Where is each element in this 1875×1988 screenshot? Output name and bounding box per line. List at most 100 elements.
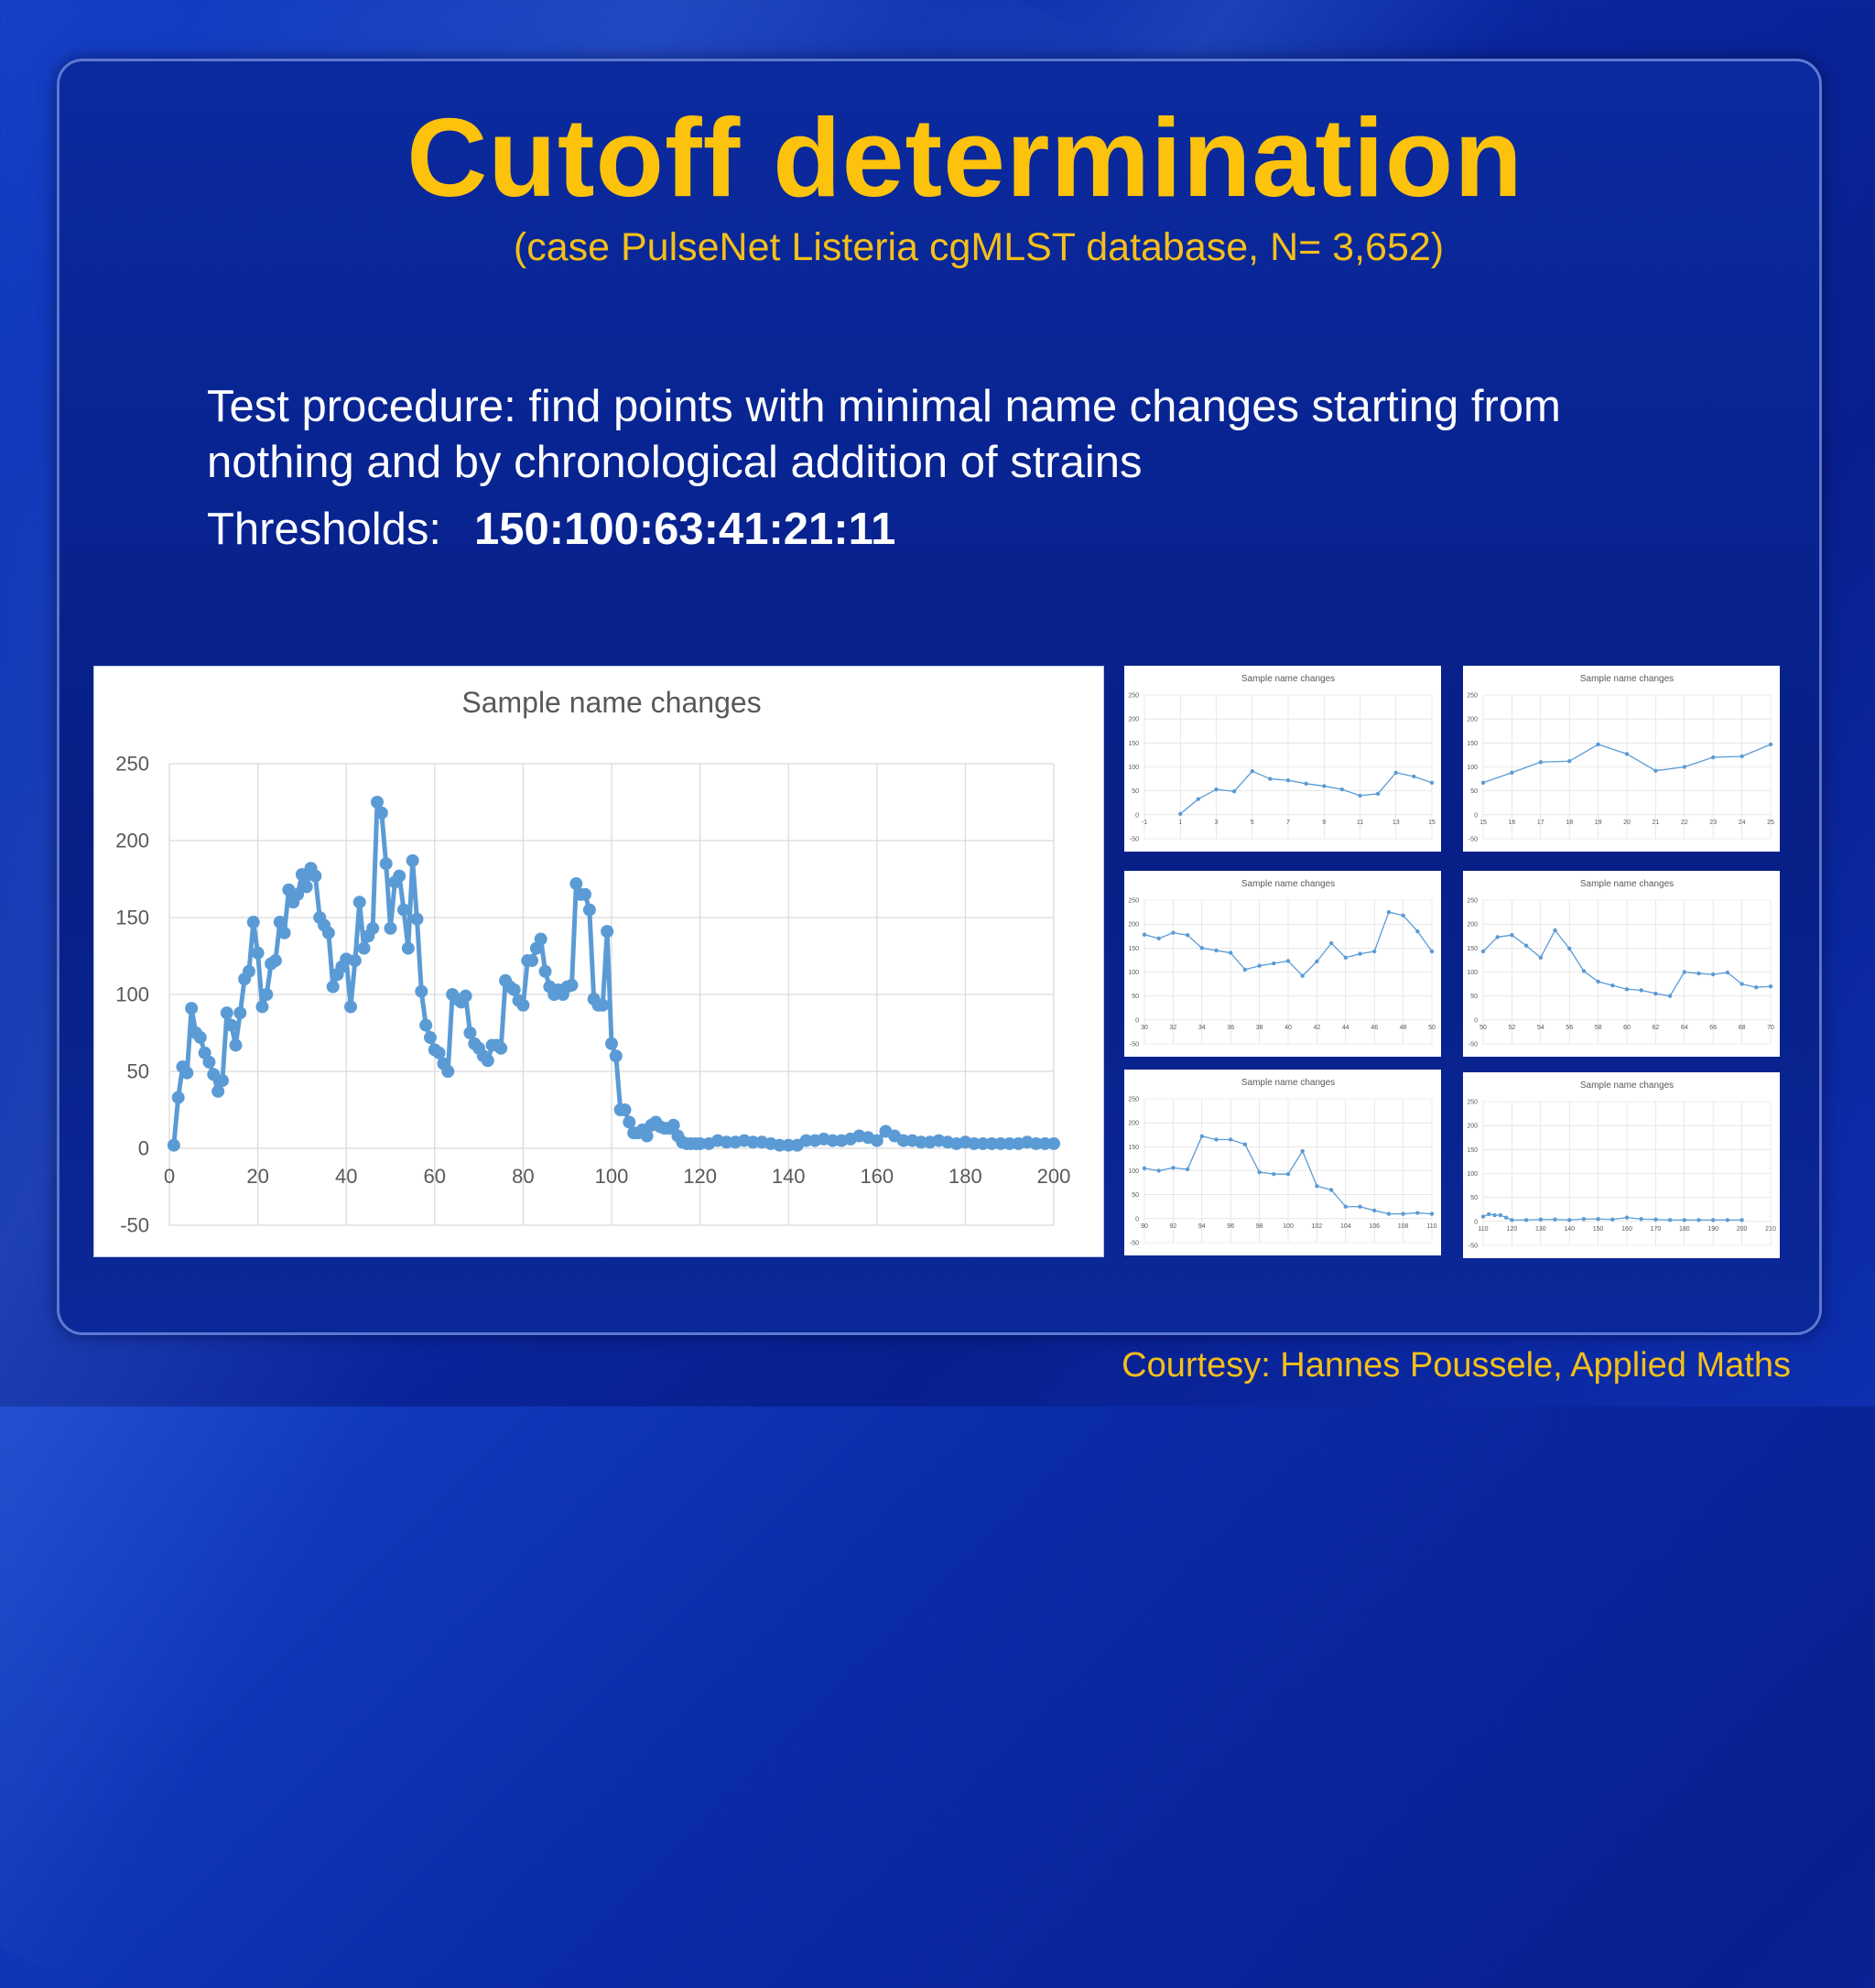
data-point bbox=[423, 1031, 437, 1045]
data-point bbox=[1510, 1218, 1514, 1222]
data-point bbox=[579, 887, 592, 901]
data-point bbox=[1567, 1218, 1572, 1222]
data-point bbox=[693, 1136, 707, 1150]
data-point bbox=[782, 1138, 796, 1152]
data-point bbox=[1242, 1142, 1248, 1146]
thresholds: Thresholds: 150:100:63:41:21:11 bbox=[207, 504, 895, 555]
y-tick-label: 100 bbox=[1467, 1171, 1478, 1178]
x-tick-label: 180 bbox=[1679, 1226, 1690, 1233]
data-point bbox=[432, 1046, 446, 1059]
data-point bbox=[1199, 1134, 1204, 1139]
data-point bbox=[321, 926, 335, 940]
x-tick-label: 44 bbox=[1342, 1025, 1349, 1031]
y-tick-label: 50 bbox=[1132, 788, 1139, 795]
data-point bbox=[326, 980, 340, 994]
x-tick-label: 3 bbox=[1215, 820, 1219, 826]
data-point bbox=[1304, 781, 1308, 787]
x-tick-label: 160 bbox=[860, 1165, 894, 1188]
y-tick-label: 0 bbox=[1135, 1216, 1139, 1222]
data-point bbox=[1538, 955, 1543, 960]
y-tick-label: 50 bbox=[1132, 994, 1139, 1000]
data-point bbox=[1315, 959, 1319, 964]
x-tick-label: 50 bbox=[1428, 1025, 1436, 1031]
data-point bbox=[1250, 769, 1254, 774]
data-point bbox=[1682, 1218, 1686, 1222]
data-point bbox=[1185, 1167, 1190, 1172]
x-tick-label: 100 bbox=[595, 1165, 629, 1188]
y-tick-label: 200 bbox=[1128, 1121, 1139, 1127]
data-point bbox=[202, 1055, 216, 1069]
y-tick-label: 0 bbox=[1474, 812, 1478, 819]
y-tick-label: 100 bbox=[1467, 765, 1478, 771]
x-tick-label: 18 bbox=[1566, 820, 1573, 826]
x-tick-label: 0 bbox=[164, 1165, 175, 1188]
chart-title: Sample name changes bbox=[1580, 674, 1674, 684]
data-point bbox=[1725, 1218, 1730, 1222]
x-tick-label: 42 bbox=[1314, 1025, 1321, 1031]
data-point bbox=[1171, 930, 1176, 935]
y-tick-label: 250 bbox=[1128, 1096, 1139, 1103]
data-point bbox=[915, 1135, 928, 1149]
data-point bbox=[185, 1002, 199, 1016]
data-point bbox=[1624, 1215, 1630, 1220]
x-tick-label: 170 bbox=[1651, 1226, 1662, 1233]
data-point bbox=[1214, 787, 1219, 792]
data-point bbox=[1653, 1217, 1658, 1222]
data-point bbox=[1581, 969, 1587, 973]
data-point bbox=[609, 1049, 623, 1063]
data-point bbox=[1610, 983, 1615, 988]
x-tick-label: 48 bbox=[1400, 1025, 1407, 1031]
y-tick-label: 150 bbox=[115, 907, 149, 929]
x-tick-label: 140 bbox=[1564, 1226, 1575, 1233]
data-point bbox=[1492, 1212, 1497, 1218]
y-tick-label: -50 bbox=[1469, 1041, 1478, 1048]
data-point bbox=[441, 1065, 455, 1078]
y-tick-label: 50 bbox=[1132, 1192, 1139, 1199]
data-point bbox=[384, 921, 397, 935]
data-point bbox=[1358, 793, 1362, 798]
data-point bbox=[1768, 984, 1773, 989]
data-point bbox=[481, 1054, 494, 1068]
x-tick-label: 120 bbox=[683, 1165, 717, 1188]
data-point bbox=[1393, 770, 1398, 775]
x-tick-label: 5 bbox=[1251, 820, 1254, 826]
x-tick-label: 160 bbox=[1621, 1226, 1632, 1233]
data-point bbox=[1480, 780, 1486, 785]
data-point bbox=[1696, 1218, 1701, 1222]
data-point bbox=[277, 926, 291, 940]
x-tick-label: 94 bbox=[1198, 1223, 1206, 1230]
body-text: Test procedure: find points with minimal… bbox=[207, 379, 1763, 491]
data-point bbox=[410, 912, 424, 926]
slide-title: Cutoff determination bbox=[406, 95, 1523, 220]
x-tick-label: 15 bbox=[1428, 820, 1436, 826]
data-point bbox=[1510, 770, 1514, 775]
x-tick-label: 25 bbox=[1767, 820, 1774, 826]
x-tick-label: 23 bbox=[1709, 820, 1717, 826]
x-tick-label: 34 bbox=[1198, 1025, 1206, 1031]
x-tick-label: 54 bbox=[1537, 1025, 1544, 1031]
main-chart: Sample name changes -50 0 50 100 150 200 250 0 20… bbox=[93, 666, 1104, 1257]
data-point bbox=[291, 887, 305, 901]
data-point bbox=[1328, 940, 1334, 946]
data-point bbox=[309, 869, 322, 883]
data-point bbox=[1487, 1211, 1491, 1217]
y-tick-label: 250 bbox=[1467, 692, 1478, 699]
x-tick-label: 66 bbox=[1709, 1025, 1717, 1031]
y-tick-label: 200 bbox=[115, 830, 149, 853]
data-point bbox=[242, 964, 255, 978]
data-point bbox=[171, 1091, 185, 1104]
data-point bbox=[640, 1129, 654, 1143]
x-tick-label: 19 bbox=[1595, 820, 1602, 826]
data-point bbox=[1503, 1215, 1509, 1220]
x-tick-label: 200 bbox=[1737, 1226, 1748, 1233]
thumbnail-chart-svg: Sample name changes -50 0 50 100 150 200 250 110… bbox=[1467, 1081, 1776, 1249]
data-point bbox=[1285, 1171, 1291, 1177]
data-point bbox=[463, 1027, 477, 1039]
data-point bbox=[538, 964, 552, 978]
data-point bbox=[260, 988, 274, 1001]
data-point bbox=[299, 880, 313, 894]
data-point bbox=[1682, 765, 1686, 769]
data-point bbox=[1567, 759, 1572, 764]
data-point bbox=[1581, 1217, 1587, 1222]
thumbnail-chart: Sample name changes -50 0 50 100 150 200 250 110… bbox=[1463, 1072, 1780, 1258]
